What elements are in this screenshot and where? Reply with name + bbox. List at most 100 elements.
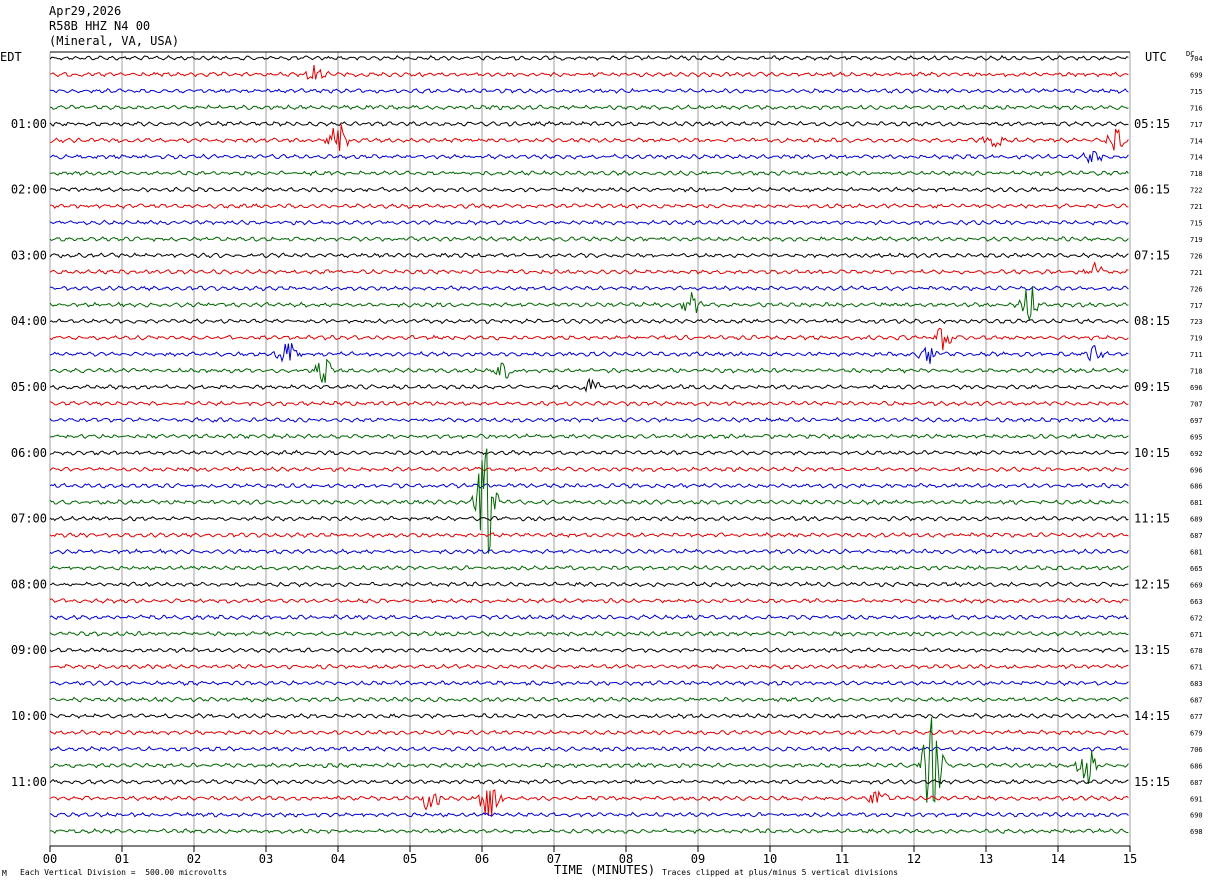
right-time-label: 12:15: [1134, 577, 1170, 591]
trace-line-10: [49, 203, 1129, 210]
trace-line-15: [49, 285, 1129, 292]
dc-offset-label: 669: [1190, 581, 1203, 589]
x-tick-label-15: 15: [1123, 852, 1137, 866]
dc-offset-label: 678: [1190, 647, 1203, 655]
trace-line-16: [49, 286, 1129, 322]
header-station: R58B HHZ N4 00: [49, 19, 151, 33]
dc-offset-label: 706: [1190, 746, 1203, 754]
x-tick-label-03: 03: [259, 852, 273, 866]
left-timezone-label: EDT: [0, 50, 22, 64]
trace-line-34: [49, 597, 1129, 604]
trace-line-18: [49, 327, 1129, 351]
left-time-label: 10:00: [11, 709, 47, 723]
trace-line-39: [49, 680, 1129, 687]
dc-offset-label: 679: [1190, 729, 1203, 737]
right-time-label: 15:15: [1134, 775, 1170, 789]
trace-line-48: [49, 828, 1129, 835]
trace-line-40: [49, 696, 1129, 703]
dc-offset-label: 726: [1190, 285, 1203, 293]
trace-line-37: [49, 647, 1129, 654]
trace-line-7: [49, 151, 1129, 165]
x-tick-label-14: 14: [1051, 852, 1065, 866]
right-time-label: 08:15: [1134, 314, 1170, 328]
trace-line-20: [49, 358, 1129, 383]
left-time-label: 04:00: [11, 314, 47, 328]
dc-offset-label: 690: [1190, 812, 1203, 820]
dc-offset-label: 691: [1190, 795, 1203, 803]
trace-line-43: [49, 745, 1129, 752]
dc-offset-label: 711: [1190, 351, 1203, 359]
right-time-label: 10:15: [1134, 446, 1170, 460]
trace-line-19: [49, 343, 1129, 364]
trace-line-33: [49, 581, 1129, 588]
right-time-label: 14:15: [1134, 709, 1170, 723]
dc-offset-label: 692: [1190, 450, 1203, 458]
dc-offset-label: 714: [1190, 137, 1203, 145]
x-tick-label-04: 04: [331, 852, 345, 866]
x-tick-label-09: 09: [691, 852, 705, 866]
trace-line-44: [49, 717, 1129, 803]
left-time-label: 06:00: [11, 446, 47, 460]
dc-offset-label: 704: [1190, 55, 1203, 63]
dc-offset-label: 707: [1190, 400, 1203, 408]
dc-offset-label: 721: [1190, 203, 1203, 211]
dc-offset-label: 719: [1190, 335, 1203, 343]
dc-offset-label: 677: [1190, 713, 1203, 721]
trace-line-22: [49, 400, 1129, 407]
dc-offset-label: 717: [1190, 121, 1203, 129]
trace-line-21: [49, 377, 1129, 393]
dc-offset-label: 671: [1190, 664, 1203, 672]
trace-line-47: [49, 811, 1129, 818]
dc-offset-label: 681: [1190, 549, 1203, 557]
right-time-label: 11:15: [1134, 512, 1170, 526]
right-time-label: 07:15: [1134, 248, 1170, 262]
x-axis-label: TIME (MINUTES): [554, 863, 656, 877]
dc-offset-label: 697: [1190, 417, 1203, 425]
trace-line-14: [49, 261, 1129, 275]
x-tick-label-10: 10: [763, 852, 777, 866]
dc-offset-label: 715: [1190, 88, 1203, 96]
right-time-label: 05:15: [1134, 117, 1170, 131]
trace-line-31: [49, 548, 1129, 555]
trace-line-46: [49, 789, 1129, 817]
left-time-label: 11:00: [11, 775, 47, 789]
trace-line-28: [49, 448, 1129, 554]
trace-line-12: [49, 236, 1129, 243]
dc-offset-label: 672: [1190, 614, 1203, 622]
trace-line-29: [49, 515, 1129, 522]
dc-offset-label: 663: [1190, 598, 1203, 606]
trace-line-38: [49, 663, 1129, 670]
trace-line-9: [49, 186, 1129, 193]
x-tick-label-00: 00: [43, 852, 57, 866]
scale-note: Each Vertical Division = 500.00 microvol…: [20, 868, 228, 877]
trace-line-1: [49, 54, 1129, 61]
dc-offset-label: 687: [1190, 779, 1203, 787]
trace-line-24: [49, 433, 1129, 440]
dc-offset-label: 722: [1190, 187, 1203, 195]
x-tick-label-06: 06: [475, 852, 489, 866]
right-time-label: 06:15: [1134, 183, 1170, 197]
trace-line-41: [49, 713, 1129, 720]
dc-offset-label: 699: [1190, 71, 1203, 79]
left-time-label: 03:00: [11, 248, 47, 262]
header-location: (Mineral, VA, USA): [49, 34, 180, 48]
dc-offset-label: 689: [1190, 516, 1203, 524]
trace-line-3: [49, 87, 1129, 94]
header-date: Apr29,2026: [49, 4, 122, 18]
left-time-label: 01:00: [11, 117, 47, 131]
trace-line-5: [49, 120, 1129, 127]
dc-offset-label: 686: [1190, 762, 1203, 770]
trace-line-26: [49, 466, 1129, 473]
dc-offset-label: 714: [1190, 154, 1203, 162]
dc-offset-label: 717: [1190, 302, 1203, 310]
dc-offset-label: 726: [1190, 252, 1203, 260]
right-time-label: 13:15: [1134, 643, 1170, 657]
dc-offset-label: 695: [1190, 433, 1203, 441]
dc-offset-label: 696: [1190, 384, 1203, 392]
trace-line-27: [49, 482, 1129, 489]
trace-line-17: [49, 318, 1129, 325]
x-tick-label-05: 05: [403, 852, 417, 866]
trace-line-2: [49, 65, 1129, 80]
dc-offset-label: 718: [1190, 170, 1203, 178]
